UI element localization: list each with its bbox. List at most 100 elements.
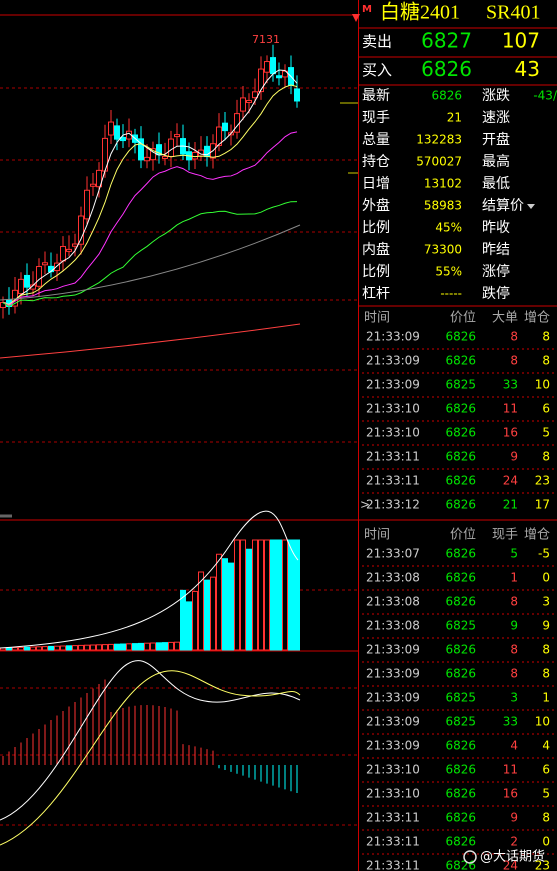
quote-label: 卖出 [362, 33, 392, 51]
quote-price: 6827 [421, 29, 472, 53]
candle [78, 215, 84, 245]
volume-bar [144, 642, 150, 651]
stat-label: 速涨 [482, 110, 510, 126]
volume-bar [270, 539, 276, 651]
column-header: 增仓 [524, 311, 550, 326]
column-header: 现手 [492, 528, 518, 543]
volume-bar [276, 539, 282, 651]
stat-value: 570027 [416, 155, 462, 169]
row-price: 6826 [445, 811, 476, 825]
row-volume: 21 [503, 498, 518, 512]
volume-bar [228, 562, 234, 651]
volume-bar [288, 539, 294, 651]
candle [246, 99, 252, 103]
row-price: 6825 [445, 378, 476, 392]
volume-bar [48, 645, 54, 651]
candle [150, 148, 156, 161]
stat-value: 73300 [424, 243, 462, 257]
row-time: 21:33:10 [366, 787, 420, 801]
row-volume: 4 [510, 739, 518, 753]
stat-label: 涨跌 [482, 88, 510, 104]
candle [168, 138, 174, 157]
row-price: 6825 [445, 715, 476, 729]
column-header: 价位 [450, 311, 476, 326]
candle [36, 266, 42, 287]
row-change: 6 [542, 402, 550, 416]
candle [96, 169, 102, 188]
stat-value: 58983 [424, 199, 462, 213]
row-change: 9 [542, 619, 550, 633]
candle [216, 126, 222, 146]
row-time: 21:33:11 [366, 835, 420, 849]
row-volume: 11 [503, 763, 518, 777]
volume-bar [168, 641, 174, 651]
quote-qty: 107 [502, 29, 540, 53]
row-time: 21:33:10 [366, 402, 420, 416]
stat-label: 比例 [362, 264, 390, 280]
row-volume: 8 [510, 595, 518, 609]
volume-bar [216, 553, 222, 651]
row-volume: 9 [510, 450, 518, 464]
stat-value: ----- [440, 287, 462, 301]
row-time: 21:33:08 [366, 619, 420, 633]
volume-bar [204, 579, 210, 651]
row-time: 21:33:09 [366, 354, 420, 368]
row-change: 6 [542, 763, 550, 777]
row-time: 21:33:11 [366, 474, 420, 488]
volume-bar [234, 539, 240, 651]
volume-bar [36, 646, 42, 651]
candle [108, 121, 114, 136]
volume-bar [252, 539, 258, 651]
moving-average [0, 323, 301, 359]
row-time: 21:33:09 [366, 643, 420, 657]
high-label: 7131 [252, 33, 280, 46]
row-volume: 16 [503, 426, 518, 440]
row-volume: 24 [503, 474, 518, 488]
volume-bar [72, 645, 78, 651]
row-price: 6826 [445, 498, 476, 512]
row-change: 8 [542, 450, 550, 464]
row-price: 6826 [445, 667, 476, 681]
contract-code: SR401 [486, 2, 540, 24]
candle [222, 122, 228, 132]
column-header: 时间 [364, 311, 390, 326]
row-price: 6825 [445, 691, 476, 705]
candle [72, 243, 78, 247]
stat-value: 13102 [424, 177, 462, 191]
stat-label: 昨收 [482, 220, 510, 236]
candle [90, 183, 96, 187]
row-price: 6826 [445, 763, 476, 777]
volume-bar [180, 589, 186, 651]
candle [120, 136, 126, 142]
quote-qty: 43 [515, 57, 540, 81]
candle [24, 274, 30, 288]
candle [114, 125, 120, 140]
row-time: 21:33:09 [366, 667, 420, 681]
candle [276, 75, 282, 79]
volume-bar [30, 646, 36, 651]
contract-name: 白糖2401 [380, 1, 460, 24]
row-price: 6826 [445, 354, 476, 368]
row-time: 21:33:07 [366, 547, 420, 561]
row-price: 6826 [445, 787, 476, 801]
candle [84, 189, 90, 220]
row-price: 6826 [445, 450, 476, 464]
volume-bar [102, 644, 108, 651]
row-volume: 16 [503, 787, 518, 801]
row-change: 3 [542, 595, 550, 609]
row-change: -5 [538, 547, 550, 561]
volume-bar [162, 642, 168, 651]
volume-bar [66, 645, 72, 651]
volume-bar [150, 642, 156, 651]
stat-label: 跌停 [482, 285, 510, 302]
stat-label: 开盘 [482, 131, 510, 148]
volume-bar [90, 644, 96, 651]
stat-label: 结算价 [482, 198, 524, 214]
volume-bar [264, 539, 270, 651]
row-change: 8 [542, 643, 550, 657]
volume-bar [60, 645, 66, 651]
marker-box [361, 2, 373, 15]
candle [42, 262, 48, 266]
row-volume: 9 [510, 619, 518, 633]
